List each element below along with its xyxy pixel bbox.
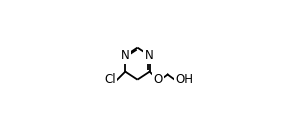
Text: N: N [121,49,130,62]
Text: Cl: Cl [105,73,116,86]
Text: N: N [145,49,154,62]
Text: O: O [153,73,162,86]
Text: OH: OH [175,73,193,86]
